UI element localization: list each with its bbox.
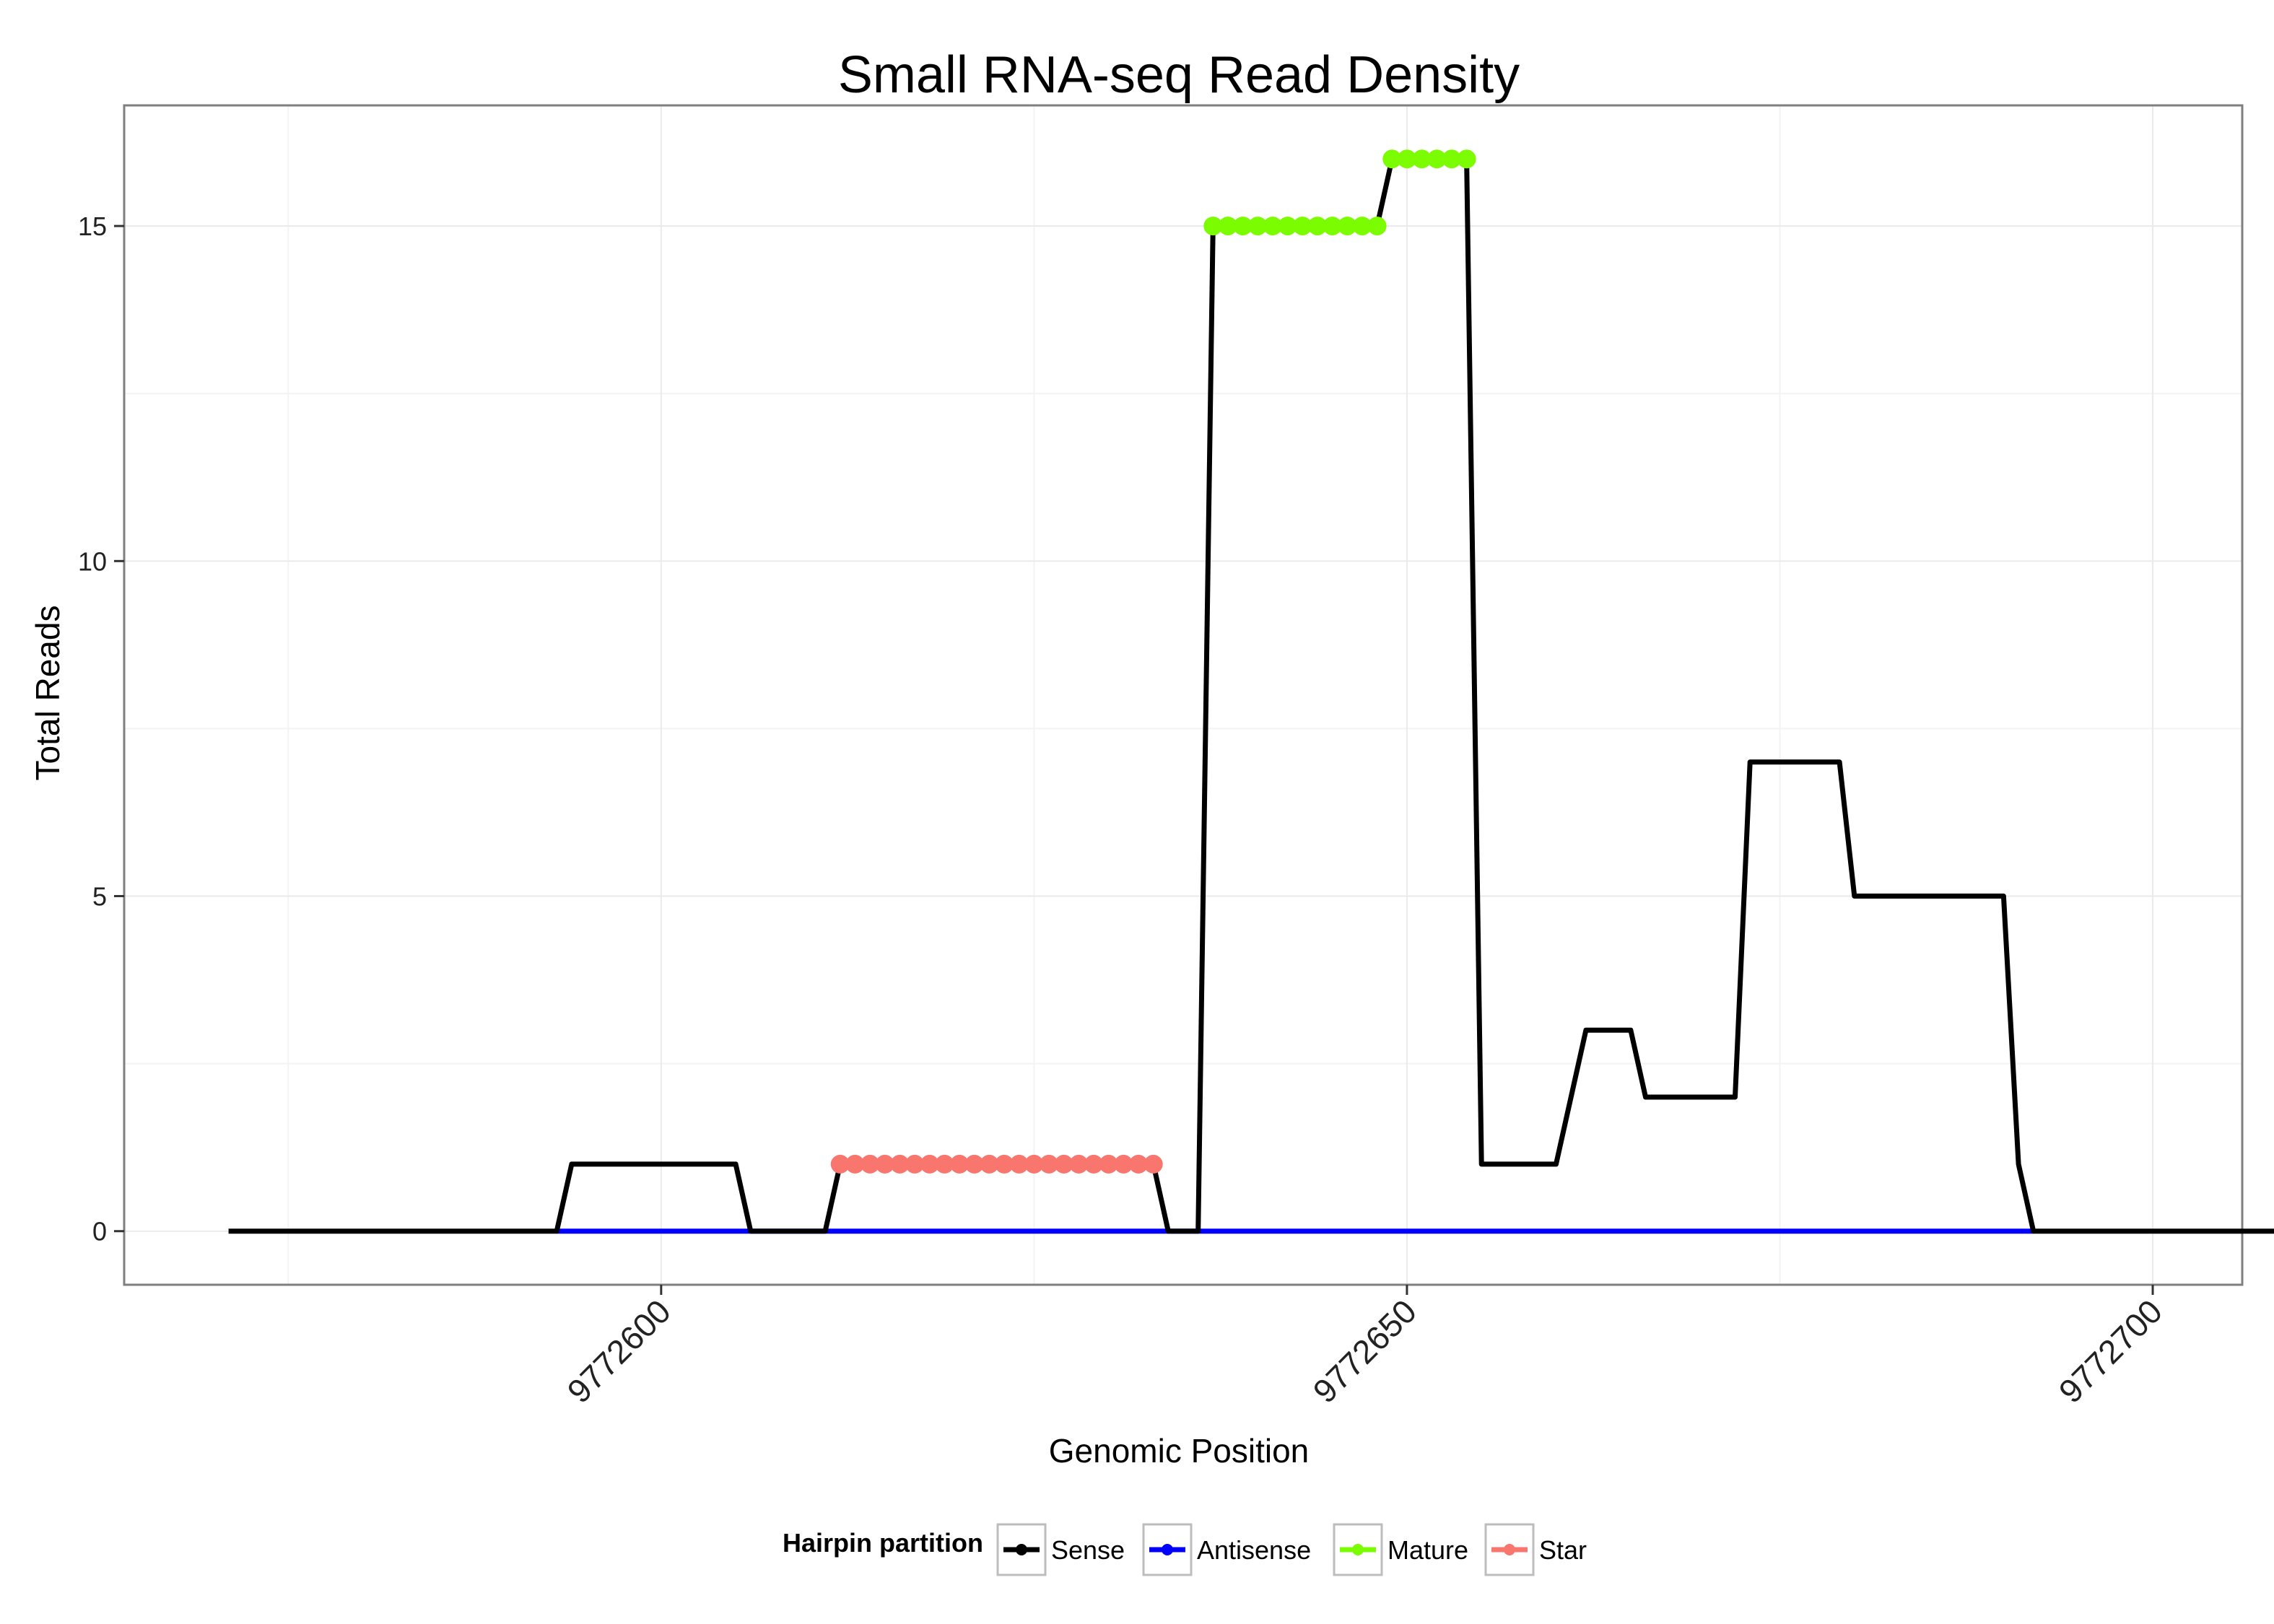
star-point [1054, 1154, 1073, 1174]
star-point [875, 1154, 894, 1174]
legend-key-point [1016, 1544, 1027, 1555]
y-tick-label-3: 15 [78, 211, 107, 241]
star-point [1024, 1154, 1044, 1174]
legend-label-antisense: Antisense [1197, 1535, 1311, 1565]
series-points-star [830, 1154, 1163, 1174]
mature-point [1352, 217, 1372, 236]
y-tick-label-0: 0 [92, 1217, 107, 1247]
mature-point [1218, 217, 1237, 236]
mature-point [1382, 149, 1402, 169]
x-axis: 9772600 9772650 9772700 [559, 1285, 2169, 1410]
star-point [890, 1154, 910, 1174]
mature-point [1367, 217, 1387, 236]
star-point [905, 1154, 925, 1174]
y-tick-label-1: 5 [92, 882, 107, 912]
legend-item-star: Star [1484, 1523, 1587, 1576]
legend-title: Hairpin partition [783, 1528, 983, 1558]
star-point [1009, 1154, 1029, 1174]
star-point [1040, 1154, 1059, 1174]
legend-item-sense: Sense [996, 1523, 1125, 1576]
legend-key-point [1162, 1544, 1173, 1555]
star-point [1084, 1154, 1104, 1174]
star-point [935, 1154, 954, 1174]
star-point [1099, 1154, 1118, 1174]
mature-point [1427, 149, 1447, 169]
mature-point [1412, 149, 1432, 169]
star-point [1114, 1154, 1133, 1174]
grid [124, 105, 2242, 1285]
mature-point [1278, 217, 1297, 236]
star-point [1069, 1154, 1089, 1174]
mature-point [1307, 217, 1327, 236]
mature-point [1263, 217, 1282, 236]
mature-point [1397, 149, 1416, 169]
mature-point [1338, 217, 1357, 236]
x-tick-label-2: 9772700 [2052, 1292, 2169, 1410]
legend-item-mature: Mature [1333, 1523, 1468, 1576]
legend-label-mature: Mature [1388, 1535, 1468, 1565]
mature-point [1233, 217, 1253, 236]
mature-point [1442, 149, 1461, 169]
star-point [964, 1154, 984, 1174]
star-point [845, 1154, 865, 1174]
x-axis-title: Genomic Position [1049, 1432, 1310, 1470]
x-tick-label-1: 9772650 [1306, 1292, 1424, 1410]
star-point [995, 1154, 1014, 1174]
series-points-mature [1203, 149, 1476, 236]
star-point [861, 1154, 880, 1174]
mature-point [1323, 217, 1342, 236]
series-line-sense [228, 156, 2274, 1234]
mature-point [1248, 217, 1268, 236]
legend-label-sense: Sense [1051, 1535, 1125, 1565]
legend-item-antisense: Antisense [1142, 1523, 1311, 1576]
mature-point [1457, 149, 1476, 169]
y-axis: 0 5 10 15 [78, 211, 124, 1247]
star-point [950, 1154, 970, 1174]
star-point [920, 1154, 939, 1174]
legend-key-point [1504, 1544, 1515, 1555]
legend: Hairpin partition Sense Antisense Mature St… [783, 1523, 1587, 1576]
legend-key-point [1352, 1544, 1364, 1555]
star-point [980, 1154, 999, 1174]
mature-point [1203, 217, 1223, 236]
star-point [1129, 1154, 1149, 1174]
x-tick-label-0: 9772600 [559, 1292, 677, 1410]
mature-point [1293, 217, 1312, 236]
y-tick-label-2: 10 [78, 546, 107, 576]
legend-label-star: Star [1539, 1535, 1587, 1565]
chart-title: Small RNA-seq Read Density [838, 46, 1520, 104]
y-axis-title: Total Reads [29, 606, 66, 781]
star-point [1143, 1154, 1163, 1174]
plot-panel-border [123, 104, 2244, 1286]
series-layer [228, 149, 2274, 1234]
star-point [830, 1154, 850, 1174]
